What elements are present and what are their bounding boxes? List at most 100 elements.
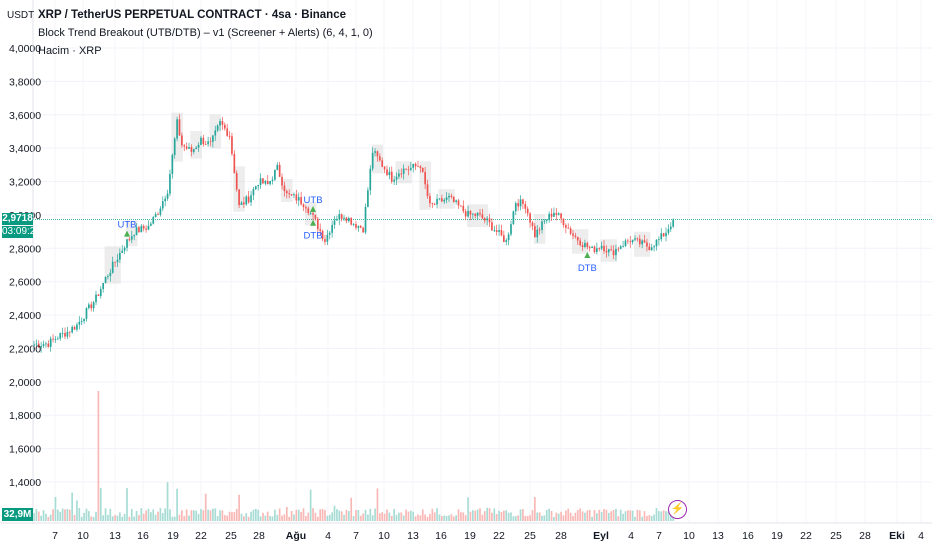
- candle-body: [355, 224, 357, 228]
- candle-body: [305, 207, 307, 209]
- volume-bar: [285, 506, 288, 521]
- x-tick-label: 22: [195, 530, 207, 542]
- volume-bar: [650, 515, 653, 521]
- volume-bar: [254, 508, 257, 521]
- volume-bar: [209, 510, 212, 521]
- volume-bar: [73, 514, 76, 521]
- candle-body: [529, 213, 531, 223]
- volume-bar: [33, 513, 35, 521]
- volume-bar: [464, 515, 467, 521]
- candle-body: [376, 151, 379, 157]
- candle-body: [629, 241, 632, 243]
- candle-body: [109, 272, 112, 277]
- volume-bar: [250, 511, 252, 521]
- volume-bar: [436, 508, 438, 521]
- candle-body: [52, 338, 54, 340]
- candle-body: [424, 171, 426, 185]
- candle-body: [421, 168, 424, 172]
- symbol-title[interactable]: XRP / TetherUS PERPETUAL CONTRACT · 4sa …: [38, 9, 347, 21]
- candle-body: [145, 228, 147, 230]
- x-tick-label: 16: [137, 530, 149, 542]
- candle-body: [45, 343, 47, 345]
- x-tick-label: 4: [628, 530, 634, 542]
- volume-bar: [288, 516, 291, 521]
- volume-bar: [233, 512, 236, 521]
- volume-bar: [417, 514, 419, 521]
- volume-bar: [662, 510, 665, 521]
- candle-body: [123, 247, 126, 251]
- signal-marker: [310, 205, 317, 212]
- volume-bar: [390, 515, 393, 521]
- candle-body: [548, 213, 551, 220]
- candle-body: [510, 224, 512, 235]
- candle-body: [321, 230, 324, 240]
- candle-body: [130, 236, 133, 240]
- volume-bar: [565, 510, 567, 521]
- volume-bar: [471, 510, 474, 521]
- candle-body: [152, 216, 155, 224]
- volume-bar: [173, 516, 176, 521]
- candle-body: [78, 321, 81, 325]
- block-zone: [190, 131, 202, 159]
- candle-body: [192, 149, 195, 152]
- volume-bar: [665, 511, 667, 521]
- volume-bar: [228, 511, 231, 521]
- candle-body: [586, 242, 589, 248]
- candle-body: [223, 124, 226, 129]
- candle-body: [200, 137, 202, 145]
- x-tick-label: 10: [683, 530, 695, 542]
- volume-bar: [524, 515, 527, 521]
- volume-bar: [359, 515, 362, 521]
- candle-body: [171, 154, 174, 174]
- candle-body: [252, 189, 255, 196]
- lightning-icon[interactable]: ⚡: [668, 500, 687, 519]
- volume-bar: [157, 511, 159, 521]
- volume-bar: [522, 509, 524, 521]
- volume-bar: [541, 515, 543, 521]
- candle-body: [660, 233, 663, 240]
- y-axis: 4,00003,80003,60003,40003,20003,00002,80…: [0, 0, 932, 524]
- volume-bar: [369, 508, 372, 521]
- candle-body: [57, 338, 59, 340]
- volume-bar: [107, 514, 109, 521]
- candle-body: [235, 173, 238, 190]
- volume-bar: [641, 516, 644, 521]
- candle-body: [598, 248, 601, 250]
- candle-body: [596, 248, 598, 253]
- candle-body: [502, 235, 505, 243]
- candle-body: [627, 240, 629, 242]
- candle-body: [71, 326, 74, 333]
- x-tick-label: 22: [800, 530, 812, 542]
- volume-bar: [176, 488, 178, 521]
- candle-body: [619, 246, 622, 249]
- candle-body: [164, 198, 167, 202]
- volume-bar: [507, 512, 510, 521]
- volume-bar: [576, 510, 579, 521]
- candle-body: [276, 164, 279, 170]
- candle-body: [202, 137, 205, 145]
- candle-body: [307, 208, 310, 214]
- candle-body: [219, 121, 221, 126]
- volume-legend[interactable]: Hacim · XRP: [38, 45, 102, 57]
- candle-body: [114, 261, 116, 263]
- volume-bar: [514, 516, 517, 521]
- volume-bar: [99, 487, 102, 521]
- volume-bar: [183, 516, 186, 521]
- volume-bar: [57, 509, 59, 521]
- volume-bar: [97, 391, 100, 521]
- volume-bar: [421, 509, 424, 521]
- indicator-legend[interactable]: Block Trend Breakout (UTB/DTB) – v1 (Scr…: [38, 27, 373, 39]
- volume-bar: [400, 512, 403, 521]
- candle-body: [116, 259, 119, 263]
- candle-body: [643, 240, 646, 243]
- candle-body: [460, 205, 462, 207]
- candle-body: [553, 212, 555, 217]
- volume-bar: [92, 516, 95, 521]
- candle-body: [450, 195, 453, 197]
- volume-bar: [111, 516, 114, 521]
- candle-body: [534, 226, 536, 238]
- candle-body: [536, 229, 539, 238]
- volume-bar: [557, 513, 560, 521]
- volume-bar: [455, 515, 457, 521]
